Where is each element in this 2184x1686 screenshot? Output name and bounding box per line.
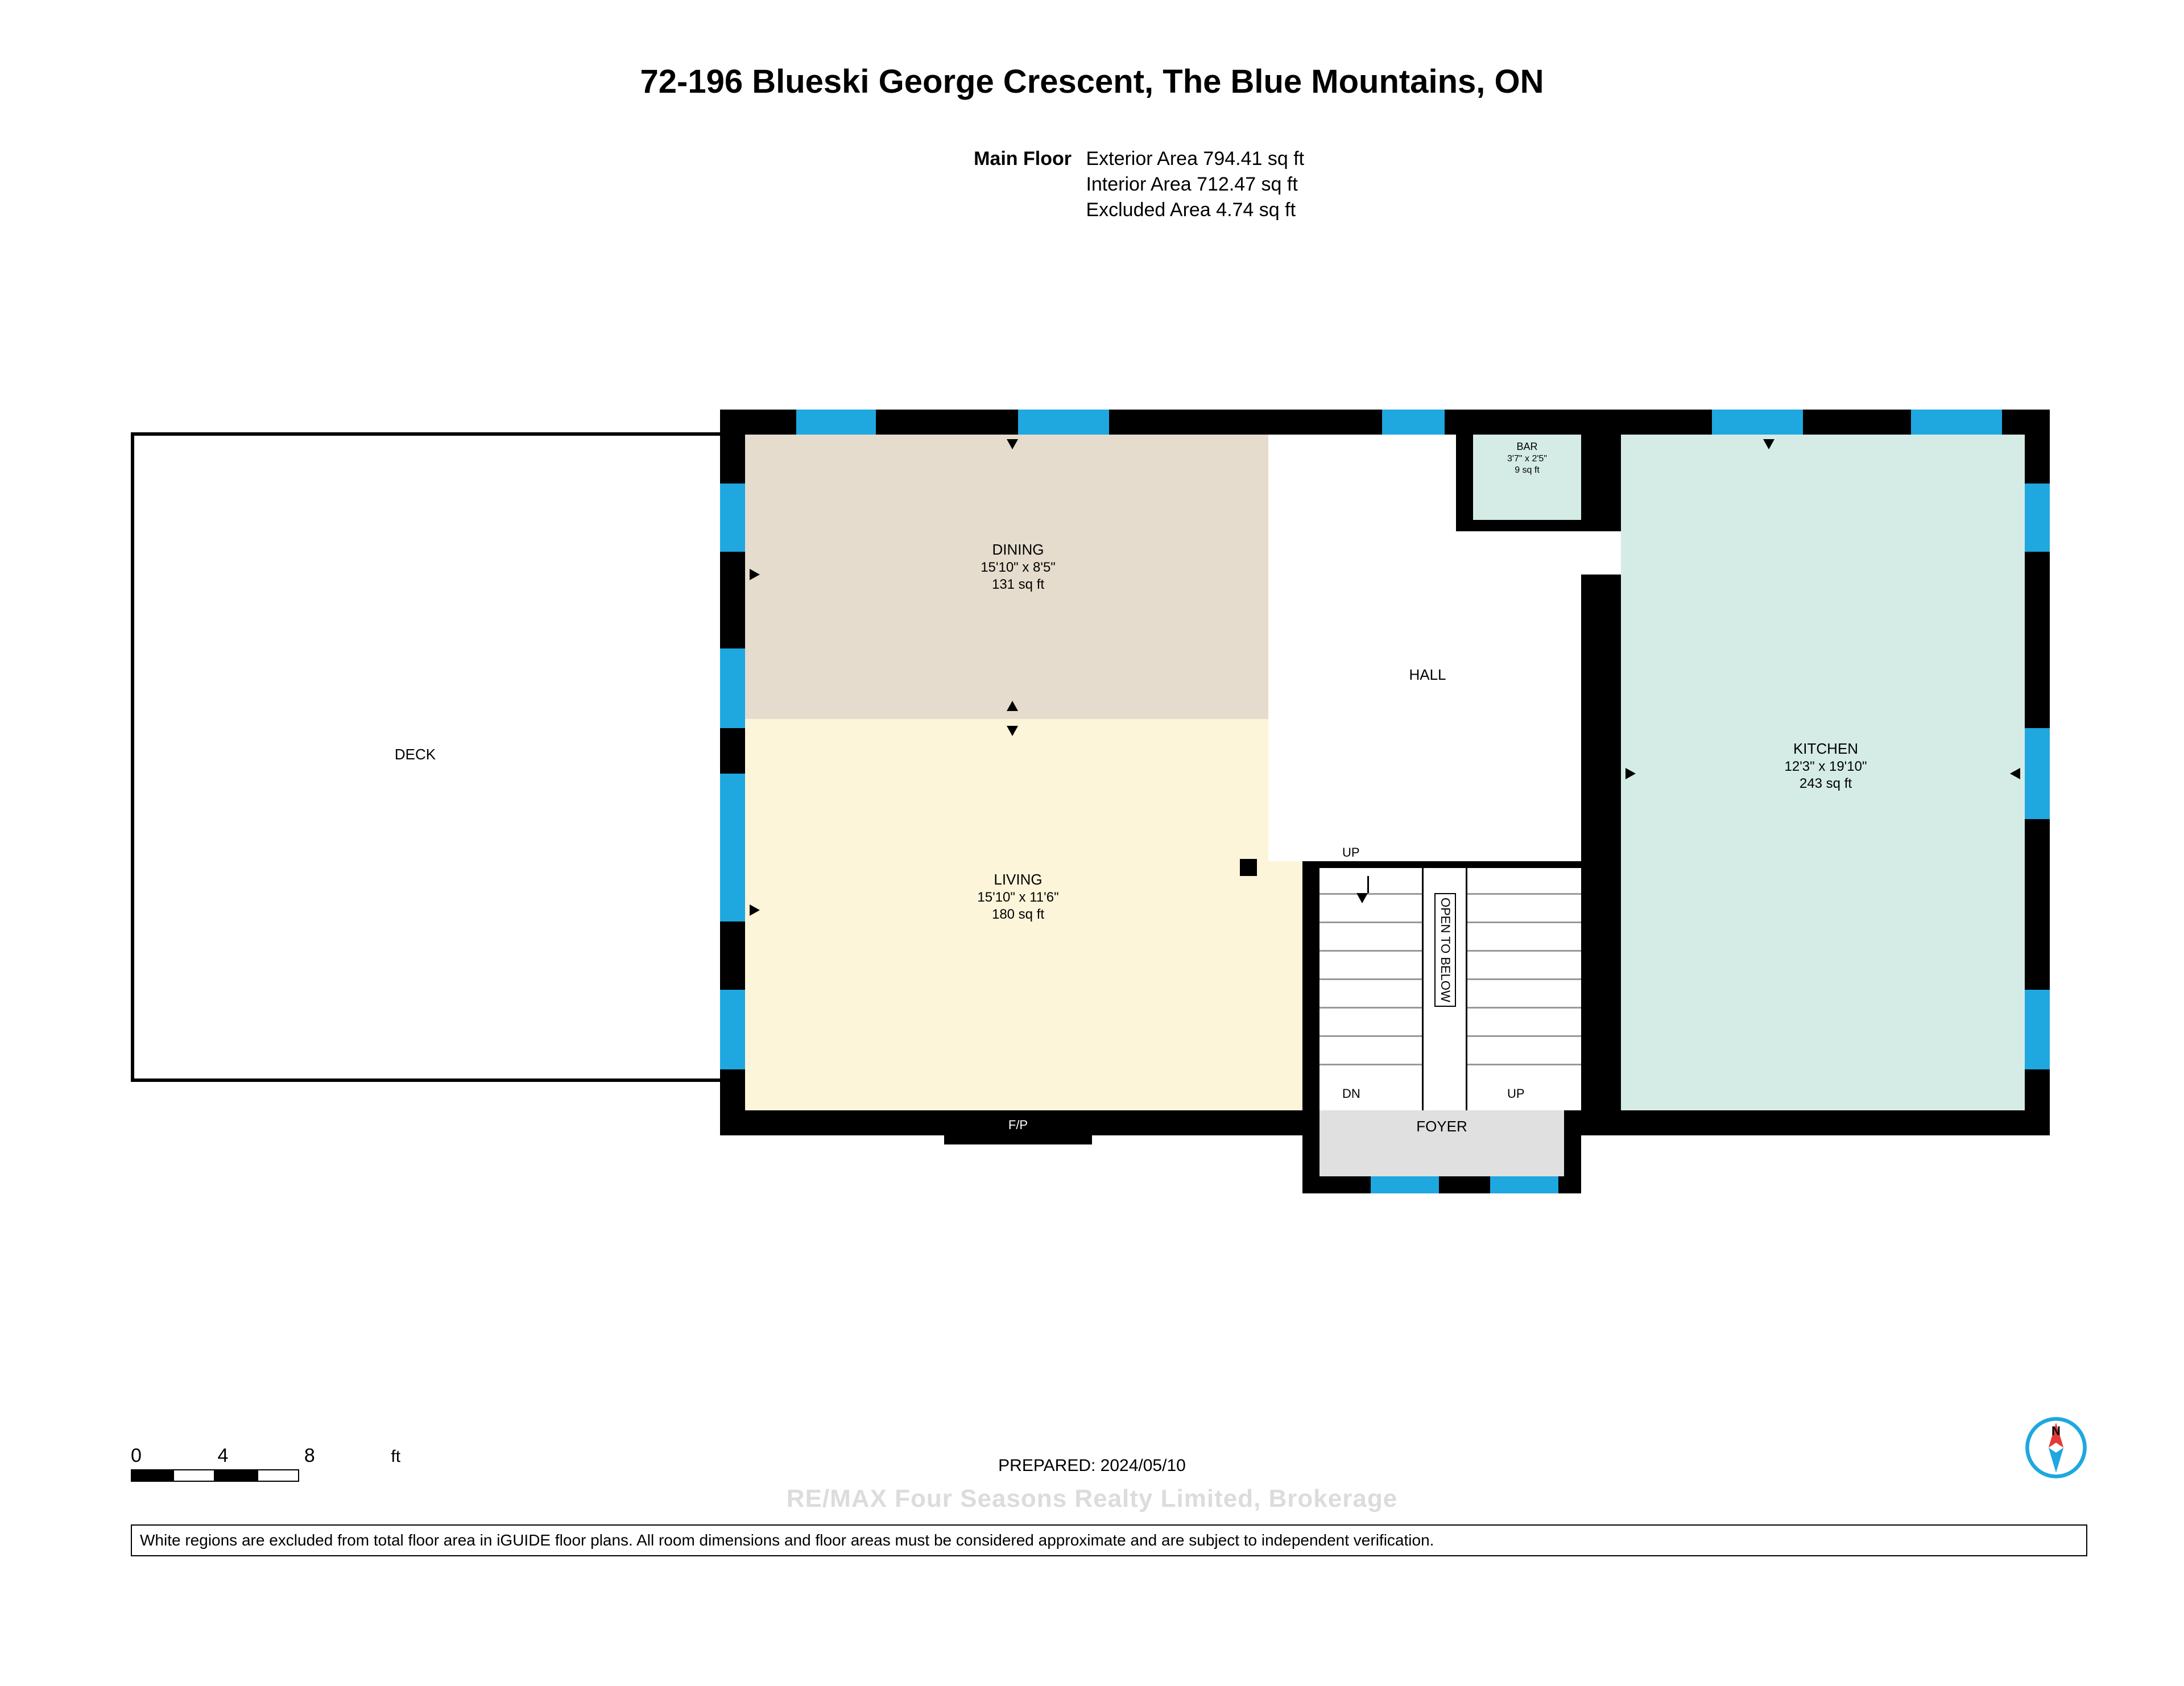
- window-segment: [720, 990, 745, 1069]
- marker-square-icon: [1240, 859, 1257, 876]
- label-deck: DECK: [347, 745, 483, 764]
- label-foyer: FOYER: [1393, 1117, 1490, 1136]
- label-living: LIVING 15'10" x 11'6" 180 sq ft: [944, 870, 1092, 923]
- floor-plan: DECK DINING 15'10" x 8'5" 131 sq ft LIVI…: [131, 410, 2053, 1160]
- window-segment: [1382, 410, 1445, 435]
- dim-arrow-icon: [1625, 768, 1636, 779]
- window-segment: [1490, 1176, 1558, 1193]
- label-dn: DN: [1342, 1086, 1360, 1101]
- page-title: 72-196 Blueski George Crescent, The Blue…: [0, 63, 2184, 101]
- dim-arrow-icon: [750, 904, 760, 916]
- excluded-area: Excluded Area 4.74 sq ft: [1086, 199, 1296, 221]
- watermark-text: RE/MAX Four Seasons Realty Limited, Brok…: [0, 1485, 2184, 1513]
- label-hall: HALL: [1382, 666, 1473, 684]
- window-segment: [1371, 1176, 1439, 1193]
- label-dining: DINING 15'10" x 8'5" 131 sq ft: [944, 540, 1092, 593]
- label-open-below: OPEN TO BELOW: [1434, 893, 1456, 1007]
- window-segment: [720, 484, 745, 552]
- disclaimer-text: White regions are excluded from total fl…: [131, 1524, 2087, 1556]
- window-segment: [2025, 484, 2050, 552]
- dim-arrow-icon: [1763, 439, 1774, 449]
- dim-arrow-icon: [1007, 701, 1018, 711]
- label-up-right: UP: [1507, 1086, 1525, 1101]
- window-segment: [1018, 410, 1109, 435]
- window-segment: [1712, 410, 1803, 435]
- interior-area: Interior Area 712.47 sq ft: [1086, 173, 1297, 195]
- svg-text:N: N: [2051, 1424, 2061, 1438]
- compass-icon: N: [2025, 1416, 2087, 1479]
- dim-arrow-icon: [1007, 726, 1018, 736]
- window-segment: [796, 410, 876, 435]
- area-summary: Main Floor Exterior Area 794.41 sq ft In…: [967, 148, 1304, 225]
- dim-arrow-icon: [1007, 439, 1018, 449]
- dim-arrow-icon: [750, 569, 760, 580]
- exterior-area: Exterior Area 794.41 sq ft: [1086, 148, 1304, 170]
- window-segment: [1911, 410, 2002, 435]
- floor-label: Main Floor: [967, 148, 1081, 170]
- window-segment: [2025, 990, 2050, 1069]
- room-hall2: [1268, 531, 1581, 861]
- label-kitchen: KITCHEN 12'3" x 19'10" 243 sq ft: [1752, 739, 1900, 792]
- dim-arrow-icon: [2010, 768, 2020, 779]
- label-bar: BAR 3'7" x 2'5" 9 sq ft: [1473, 440, 1581, 476]
- label-up-left: UP: [1342, 845, 1360, 860]
- prepared-line: PREPARED: 2024/05/10: [0, 1456, 2184, 1476]
- label-fireplace: F/P: [984, 1117, 1052, 1133]
- door-deck: [720, 774, 745, 921]
- window-segment: [720, 648, 745, 728]
- window-segment: [2025, 728, 2050, 819]
